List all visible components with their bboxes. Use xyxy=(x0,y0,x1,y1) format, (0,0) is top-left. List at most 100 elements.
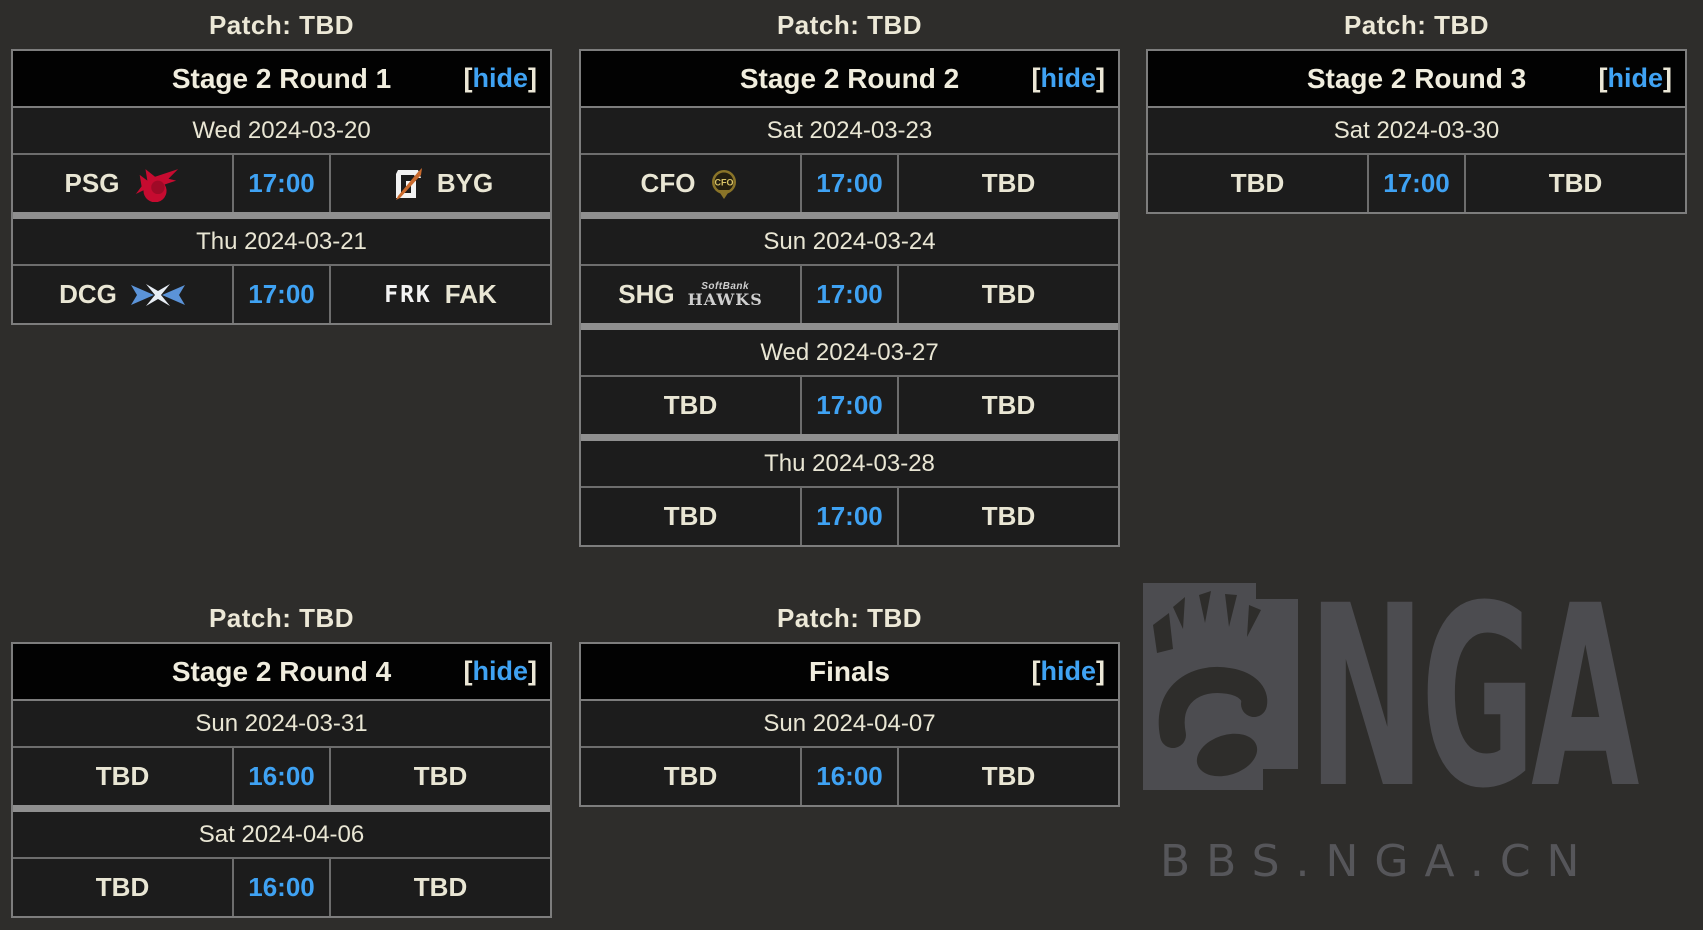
match-row: TBD 16:00 TBD xyxy=(581,748,1118,805)
table-title: Finals xyxy=(809,655,890,687)
patch-label: Patch: TBD xyxy=(208,10,355,40)
bracket-close: ] xyxy=(528,63,537,93)
match-row: CFO CFO 17:00 TBD xyxy=(581,155,1118,212)
team-cell-right: TBD xyxy=(899,377,1118,434)
bracket-open: [ xyxy=(1031,63,1041,93)
table-title: Stage 2 Round 4 xyxy=(171,655,392,687)
hide-toggle: [hide] xyxy=(1031,644,1105,699)
bracket-close: ] xyxy=(1096,656,1105,686)
patch-label: Patch: TBD xyxy=(208,603,355,633)
team-name: TBD xyxy=(95,872,150,902)
group-separator xyxy=(13,805,550,812)
table-title: Stage 2 Round 2 xyxy=(739,62,960,94)
patch-label: Patch: TBD xyxy=(1343,10,1490,40)
schedule-table: Stage 2 Round 4[hide] Sun 2024-03-31 TBD 16… xyxy=(11,642,552,918)
date-row: Sun 2024-03-31 xyxy=(13,701,550,748)
match-time: 17:00 xyxy=(232,266,331,323)
group-separator xyxy=(13,212,550,219)
group-separator xyxy=(581,323,1118,330)
date-row: Thu 2024-03-21 xyxy=(13,219,550,266)
dcg-logo-icon xyxy=(130,281,186,309)
team-name[interactable]: CFO xyxy=(640,168,696,198)
team-cell-left: TBD xyxy=(581,488,800,545)
schedule-table: Stage 2 Round 2[hide] Sat 2024-03-23 CFO CF… xyxy=(579,49,1120,547)
hide-toggle: [hide] xyxy=(463,51,537,106)
team-cell-right: BYG xyxy=(331,155,550,212)
cfo-logo-icon: CFO xyxy=(708,168,740,200)
team-name: TBD xyxy=(1230,168,1285,198)
team-cell-left: TBD xyxy=(581,377,800,434)
team-cell-right: TBD xyxy=(899,488,1118,545)
match-time: 17:00 xyxy=(800,377,899,434)
table-header: Stage 2 Round 3 [hide] xyxy=(1148,51,1685,108)
team-cell-left: TBD xyxy=(581,748,800,805)
group-separator xyxy=(581,434,1118,441)
bracket-close: ] xyxy=(1096,63,1105,93)
match-row: TBD 16:00 TBD xyxy=(13,859,550,916)
team-cell-left: CFO CFO xyxy=(581,155,800,212)
nga-paw-icon xyxy=(1143,583,1298,790)
team-cell-right: TBD xyxy=(1466,155,1685,212)
table-header: Stage 2 Round 1 [hide] xyxy=(13,51,550,108)
date-row: Sat 2024-03-30 xyxy=(1148,108,1685,155)
team-cell-right: TBD xyxy=(899,155,1118,212)
fak-logo-icon: FRK xyxy=(384,281,432,308)
team-name: TBD xyxy=(663,390,718,420)
byg-logo-icon xyxy=(388,166,424,202)
shg-logo-icon: SoftBank HAWKS xyxy=(687,280,763,309)
hide-link[interactable]: hide xyxy=(1040,63,1096,93)
bracket-open: [ xyxy=(1598,63,1608,93)
bracket-close: ] xyxy=(528,656,537,686)
match-row: TBD 17:00 TBD xyxy=(1148,155,1685,212)
group-separator xyxy=(581,212,1118,219)
date-row: Wed 2024-03-20 xyxy=(13,108,550,155)
team-name: TBD xyxy=(413,872,468,902)
team-name: TBD xyxy=(981,390,1036,420)
match-time: 16:00 xyxy=(232,748,331,805)
hide-link[interactable]: hide xyxy=(1607,63,1663,93)
schedule-table: Stage 2 Round 3[hide] Sat 2024-03-30 TBD 17… xyxy=(1146,49,1687,214)
patch-label: Patch: TBD xyxy=(776,10,923,40)
nga-site-text: BBS.NGA.CN xyxy=(1160,836,1596,887)
team-cell-right: TBD xyxy=(899,748,1118,805)
psg-logo-icon xyxy=(132,165,180,202)
team-cell-right: TBD xyxy=(331,859,550,916)
bracket-open: [ xyxy=(463,656,473,686)
team-name: TBD xyxy=(1548,168,1603,198)
team-name[interactable]: PSG xyxy=(64,168,120,198)
svg-text:CFO: CFO xyxy=(715,177,734,187)
team-cell-right: TBD xyxy=(899,266,1118,323)
date-row: Sun 2024-04-07 xyxy=(581,701,1118,748)
match-time: 17:00 xyxy=(800,488,899,545)
match-row: TBD 17:00 TBD xyxy=(581,377,1118,434)
team-name: TBD xyxy=(981,279,1036,309)
team-name[interactable]: FAK xyxy=(444,279,497,309)
hide-link[interactable]: hide xyxy=(472,656,528,686)
team-name[interactable]: DCG xyxy=(59,279,117,309)
schedule-table: Stage 2 Round 1 [hide] Wed 2024-03-20 PSG 17… xyxy=(11,49,552,325)
team-name: TBD xyxy=(95,761,150,791)
date-row: Sat 2024-04-06 xyxy=(13,812,550,859)
team-cell-left: TBD xyxy=(13,748,232,805)
match-time: 17:00 xyxy=(232,155,331,212)
team-cell-left: PSG xyxy=(13,155,232,212)
hide-link[interactable]: hide xyxy=(1040,656,1096,686)
hide-toggle: [hide] xyxy=(463,644,537,699)
team-name[interactable]: BYG xyxy=(436,168,494,198)
team-name: TBD xyxy=(663,761,718,791)
hide-link[interactable]: hide xyxy=(472,63,528,93)
match-time: 16:00 xyxy=(232,859,331,916)
team-cell-right: FRK FAK xyxy=(331,266,550,323)
nga-logo-text: NGA xyxy=(1308,552,1639,843)
schedule-table: Finals[hide] Sun 2024-04-07 TBD 16:00 TBD xyxy=(579,642,1120,807)
bracket-close: ] xyxy=(1663,63,1672,93)
team-cell-left: TBD xyxy=(13,859,232,916)
team-name[interactable]: SHG xyxy=(618,279,675,309)
match-row: SHG SoftBank HAWKS 17:00 TBD xyxy=(581,266,1118,323)
date-row: Wed 2024-03-27 xyxy=(581,330,1118,377)
match-row: DCG 17:00 FRK FAK xyxy=(13,266,550,323)
table-title: Stage 2 Round 1 xyxy=(171,62,392,94)
team-name: TBD xyxy=(981,501,1036,531)
nga-watermark-logo: NGA xyxy=(1143,552,1703,843)
match-time: 16:00 xyxy=(800,748,899,805)
